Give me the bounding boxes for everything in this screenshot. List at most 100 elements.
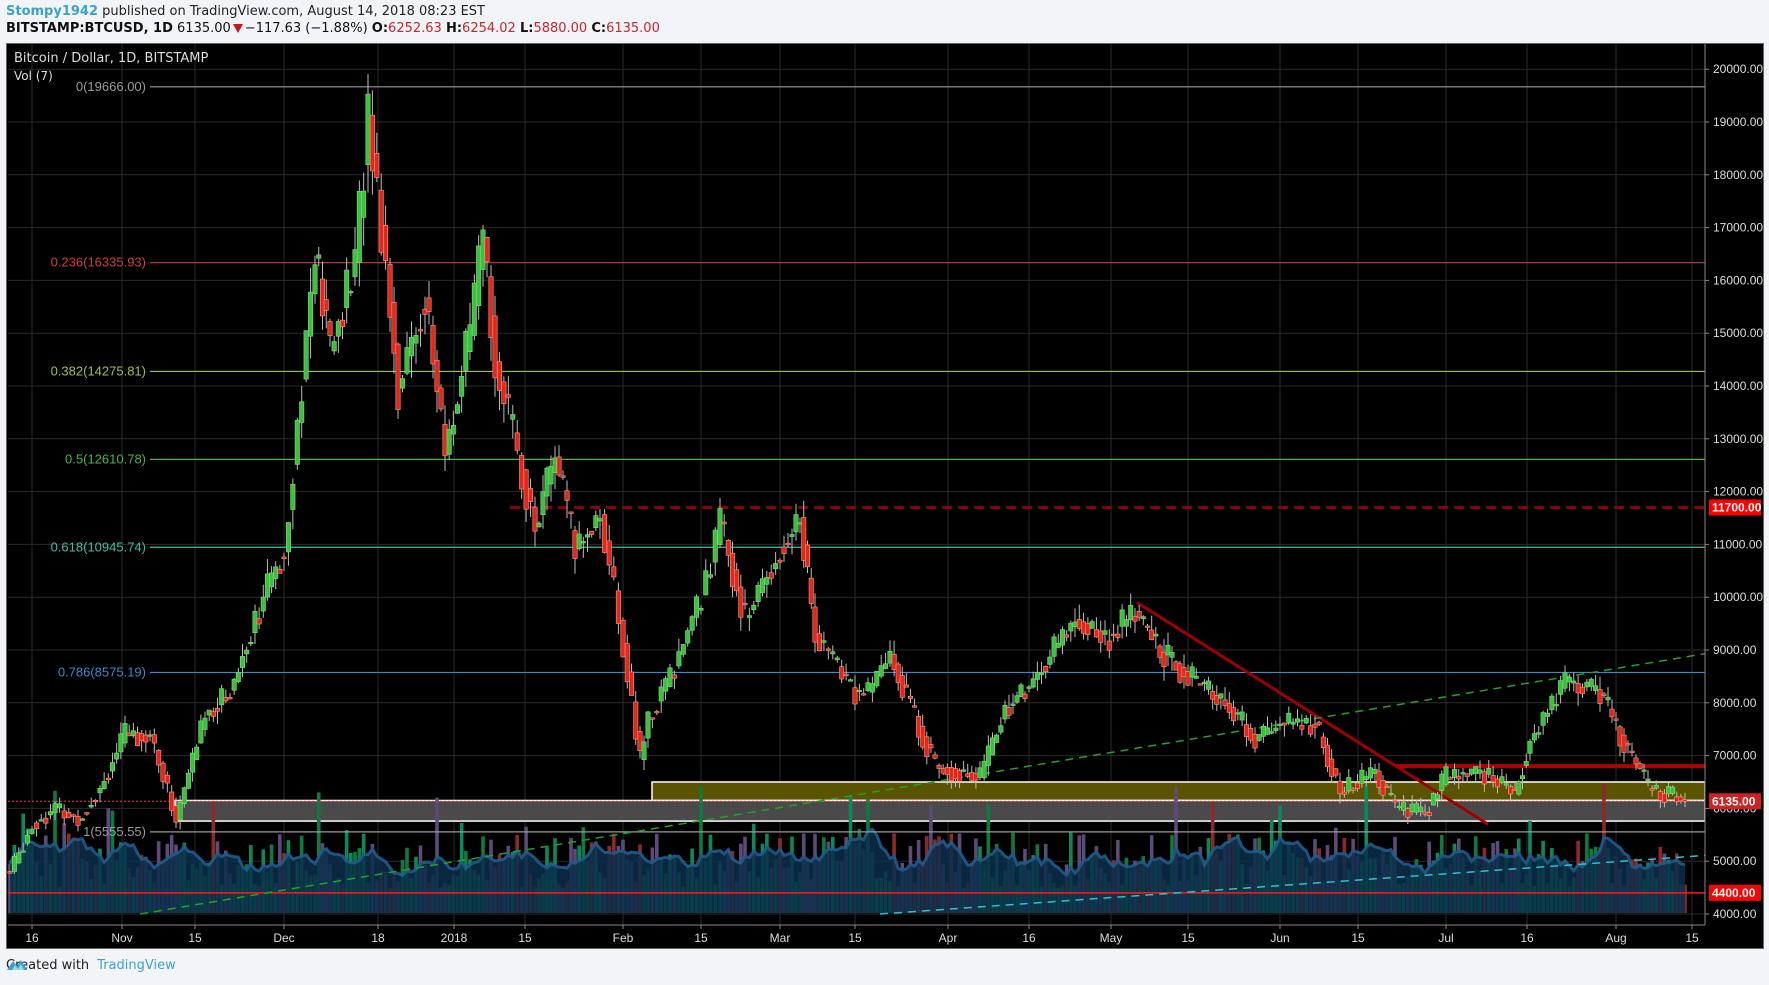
- candle-up: [667, 667, 673, 687]
- candle-down: [1043, 665, 1049, 673]
- candle-down: [654, 711, 660, 714]
- candle-up: [1295, 718, 1301, 723]
- downtrend[interactable]: [1136, 601, 1489, 826]
- candle-up: [1218, 693, 1224, 699]
- candle-up: [1418, 806, 1424, 812]
- candle-up: [1123, 619, 1129, 627]
- price-label: 11700.00: [1712, 500, 1762, 514]
- candle-down: [374, 152, 380, 178]
- symbol-name: BITSTAMP:BTCUSD, 1D: [6, 21, 173, 36]
- candle-down: [1281, 722, 1287, 726]
- candle-up: [190, 752, 196, 773]
- candle-down: [227, 697, 233, 700]
- candle-down: [606, 540, 612, 566]
- candle-down: [1132, 615, 1138, 622]
- candle-up: [865, 682, 871, 691]
- candle-down: [1214, 695, 1220, 705]
- candle-up: [510, 414, 516, 420]
- candle-up: [663, 678, 669, 692]
- candle-up: [834, 657, 840, 661]
- candle-up: [38, 819, 44, 822]
- candle-up: [1503, 783, 1509, 786]
- author-link[interactable]: Stompy1942: [6, 4, 99, 19]
- candle-down: [564, 490, 570, 501]
- time-axis[interactable]: [8, 925, 1755, 948]
- candle-down: [1185, 670, 1191, 686]
- price-axis[interactable]: [1705, 44, 1763, 925]
- candle-up: [1018, 684, 1024, 697]
- candle-down: [916, 716, 922, 738]
- candle-down: [93, 799, 99, 803]
- time-tick-label: 15: [1685, 931, 1699, 945]
- candle-down: [383, 225, 389, 262]
- candle-up: [874, 671, 880, 687]
- candle-down: [438, 387, 444, 410]
- candle-down: [602, 514, 608, 553]
- price-label-bg: [1709, 793, 1761, 810]
- candle-down: [729, 552, 735, 588]
- candle-up: [1520, 775, 1526, 779]
- candle-up: [717, 508, 723, 546]
- candle-up: [312, 264, 318, 294]
- candle-up: [878, 665, 884, 677]
- time-tick-label: Nov: [111, 931, 132, 945]
- candle-down: [169, 791, 175, 811]
- volume-bar: [435, 797, 439, 913]
- candle-down: [1231, 707, 1237, 722]
- uptrend-green[interactable]: [139, 652, 1706, 915]
- candle-down: [1085, 623, 1091, 635]
- candle-down: [1633, 757, 1639, 765]
- candle-up: [994, 734, 1000, 743]
- candle-up: [1303, 717, 1309, 724]
- candle-up: [198, 720, 204, 744]
- candle-down: [1064, 634, 1070, 638]
- candle-up: [450, 424, 456, 435]
- candle-up: [580, 541, 586, 544]
- candle-down: [1625, 743, 1631, 746]
- candle-up: [593, 515, 599, 528]
- candle-down: [1081, 621, 1087, 634]
- candle-up: [1014, 695, 1020, 703]
- candle-up: [1540, 712, 1546, 726]
- candle-up: [181, 787, 187, 804]
- candle-up: [1566, 676, 1572, 683]
- time-tick-label: Feb: [613, 931, 634, 945]
- fib-level-label: 1(5555.55): [83, 824, 146, 839]
- yellow-zone[interactable]: [651, 781, 1706, 802]
- candle-up: [352, 249, 358, 278]
- candle-down: [1575, 682, 1581, 694]
- candle-down: [1243, 724, 1249, 738]
- fib-level-label: 0.5(12610.78): [65, 451, 146, 466]
- candle-up: [707, 574, 713, 578]
- candle-up: [1571, 680, 1577, 684]
- candle-down: [568, 511, 574, 514]
- candle-up: [356, 190, 362, 263]
- candle-up: [1346, 777, 1352, 792]
- uptrend-cyan[interactable]: [879, 854, 1706, 915]
- time-tick-label: May: [1100, 931, 1123, 945]
- price-tick-label: 4000.00: [1713, 907, 1757, 921]
- candle-up: [308, 291, 314, 337]
- candle-down: [391, 301, 397, 354]
- open-value: 6252.63: [388, 21, 442, 36]
- candle-down: [1098, 630, 1104, 643]
- fib-level-label: 0.382(14275.81): [51, 363, 146, 378]
- candle-up: [476, 245, 482, 307]
- candle-up: [331, 341, 337, 352]
- candle-up: [177, 801, 183, 821]
- candle-up: [1026, 686, 1032, 689]
- tradingview-link[interactable]: TradingView: [97, 958, 176, 973]
- candle-up: [773, 563, 779, 570]
- candle-up: [1055, 642, 1061, 648]
- tradingview-logo-icon[interactable]: [6, 958, 28, 972]
- candle-up: [789, 534, 795, 537]
- candle-up: [985, 745, 991, 767]
- candle-down: [768, 572, 774, 579]
- candle-up: [57, 803, 63, 808]
- candle-up: [1153, 633, 1159, 637]
- candle-down: [430, 325, 436, 365]
- volume-indicator-label[interactable]: Vol (7): [14, 69, 53, 83]
- candle-up: [467, 324, 473, 352]
- publish-text: published on TradingView.com, August 14,…: [98, 4, 486, 19]
